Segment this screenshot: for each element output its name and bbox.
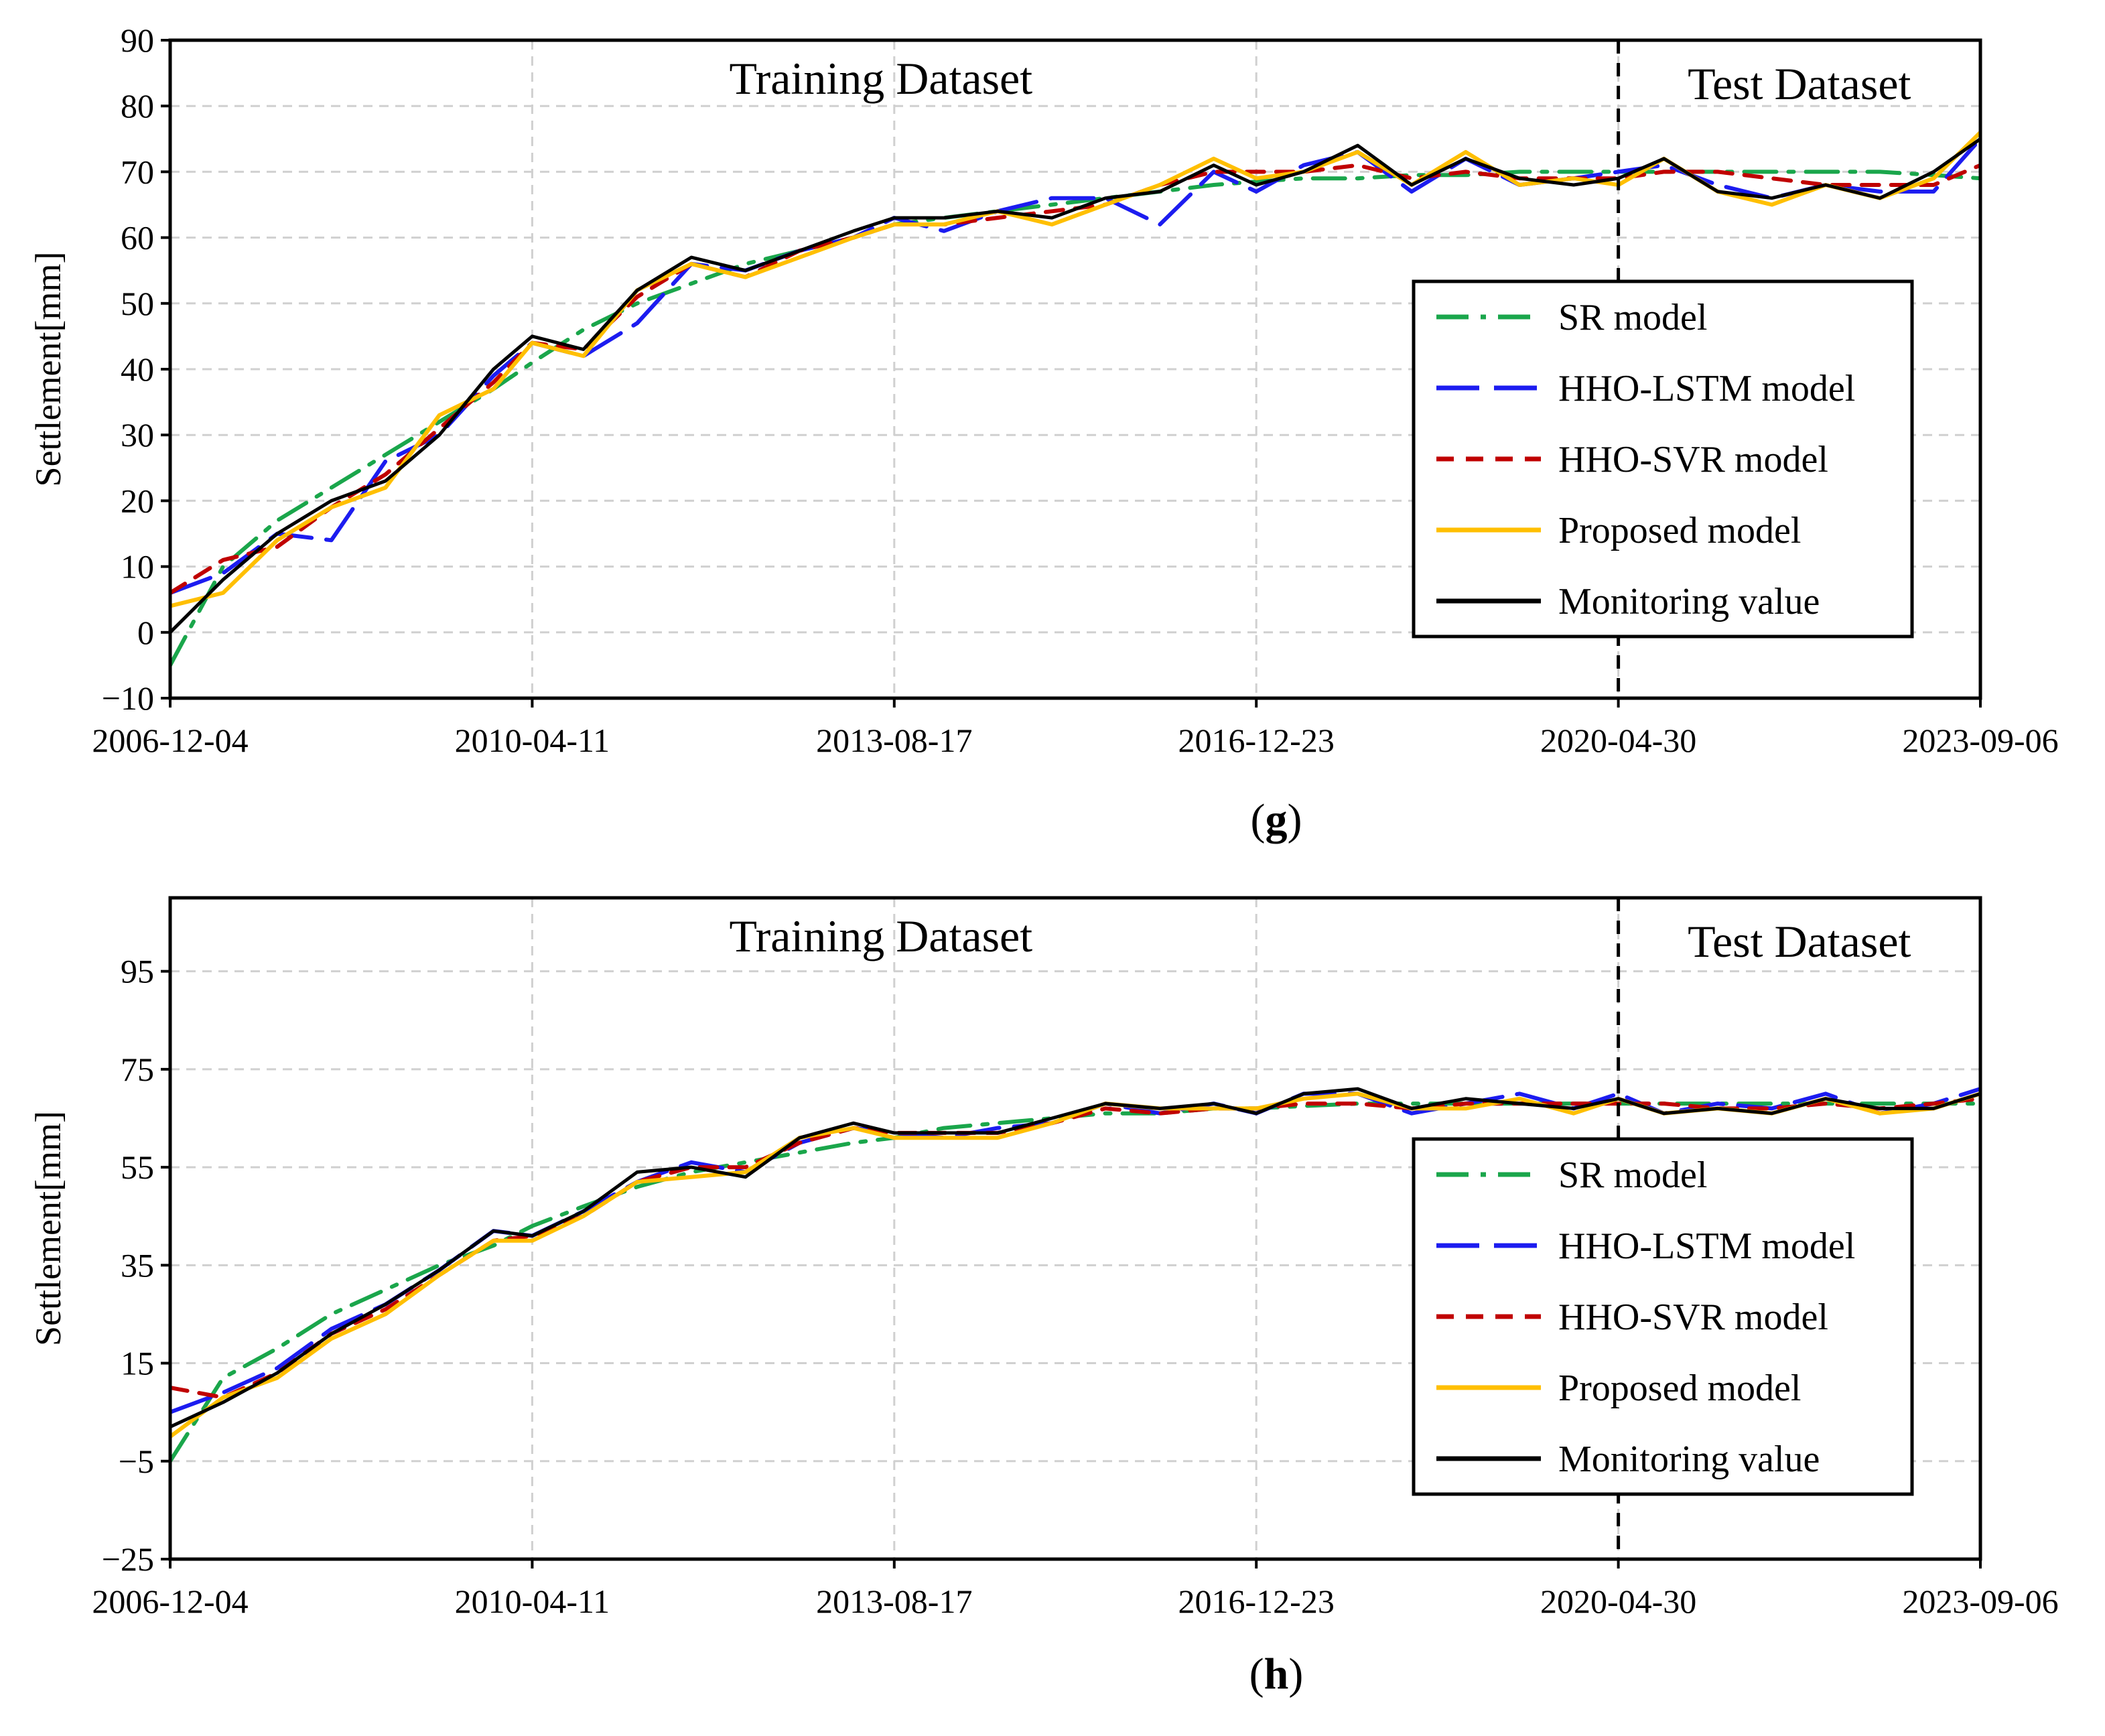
legend-label: HHO-SVR model bbox=[1558, 439, 1828, 480]
training-dataset-label: Training Dataset bbox=[729, 911, 1032, 961]
y-axis-label: Settlement[mm] bbox=[28, 1111, 68, 1346]
y-tick-label: 60 bbox=[121, 219, 154, 257]
x-tick-label: 2020-04-30 bbox=[1540, 722, 1696, 759]
chart-panel-h: −25 −5 15 35 55 75 95 2006-12-04 2010-04-11 2013-… bbox=[28, 896, 2059, 1698]
y-tick-label: 90 bbox=[121, 21, 154, 59]
x-tick-label: 2016-12-23 bbox=[1178, 1583, 1335, 1620]
panel-label: (h) bbox=[1249, 1650, 1304, 1698]
y-tick-label: 15 bbox=[121, 1345, 154, 1382]
series-line-sr-model bbox=[170, 170, 1980, 667]
legend-label: HHO-LSTM model bbox=[1558, 1225, 1855, 1267]
chart-panel-g: −10 0 10 20 30 40 50 60 70 80 90 2006-12-04 2010-04-… bbox=[28, 21, 2059, 844]
y-tick-label: 55 bbox=[121, 1148, 154, 1186]
training-dataset-label: Training Dataset bbox=[729, 53, 1032, 104]
y-tick-label: 50 bbox=[121, 285, 154, 322]
series-group bbox=[170, 130, 1980, 667]
legend-label: HHO-LSTM model bbox=[1558, 368, 1855, 409]
legend-label: SR model bbox=[1558, 297, 1707, 338]
legend-label: Monitoring value bbox=[1558, 581, 1820, 622]
test-dataset-label: Test Dataset bbox=[1688, 916, 1911, 967]
y-tick-label: 95 bbox=[121, 953, 154, 990]
x-tick-label: 2010-04-11 bbox=[455, 1583, 610, 1620]
legend-label: HHO-SVR model bbox=[1558, 1296, 1828, 1338]
legend-label: Monitoring value bbox=[1558, 1439, 1820, 1480]
series-line-monitoring-value bbox=[170, 137, 1980, 635]
legend-label: Proposed model bbox=[1558, 510, 1801, 551]
y-tick-label: 10 bbox=[121, 548, 154, 586]
panel-label: (g) bbox=[1251, 795, 1302, 844]
y-tick-label: 80 bbox=[121, 87, 154, 125]
x-tick-label: 2023-09-06 bbox=[1902, 722, 2058, 759]
series-line-hho-lstm-model bbox=[170, 137, 1980, 595]
series-line-monitoring-value bbox=[170, 1087, 1980, 1429]
y-tick-label: −5 bbox=[119, 1443, 154, 1480]
series-group bbox=[170, 1087, 1980, 1463]
x-tick-label: 2023-09-06 bbox=[1902, 1583, 2058, 1620]
test-dataset-label: Test Dataset bbox=[1688, 58, 1911, 109]
y-tick-label: 30 bbox=[121, 416, 154, 454]
x-tick-label: 2006-12-04 bbox=[92, 722, 248, 759]
plot-frame bbox=[168, 38, 1982, 700]
y-tick-label: 75 bbox=[121, 1051, 154, 1088]
x-tick-label: 2010-04-11 bbox=[455, 722, 610, 759]
y-tick-label: 70 bbox=[121, 153, 154, 190]
y-tick-label: 0 bbox=[137, 614, 154, 651]
plot-frame bbox=[168, 896, 1982, 1561]
x-tick-label: 2020-04-30 bbox=[1540, 1583, 1696, 1620]
y-tick-label: −25 bbox=[102, 1540, 154, 1578]
y-axis-label: Settlement[mm] bbox=[28, 252, 68, 487]
y-tick-label: −10 bbox=[102, 679, 154, 717]
y-tick-label: 35 bbox=[121, 1246, 154, 1284]
x-tick-label: 2006-12-04 bbox=[92, 1583, 248, 1620]
x-tick-label: 2016-12-23 bbox=[1178, 722, 1335, 759]
x-tick-label: 2013-08-17 bbox=[816, 722, 972, 759]
y-tick-label: 40 bbox=[121, 350, 154, 388]
legend-label: SR model bbox=[1558, 1154, 1707, 1196]
legend-label: Proposed model bbox=[1558, 1367, 1801, 1409]
y-tick-label: 20 bbox=[121, 482, 154, 519]
x-tick-label: 2013-08-17 bbox=[816, 1583, 972, 1620]
